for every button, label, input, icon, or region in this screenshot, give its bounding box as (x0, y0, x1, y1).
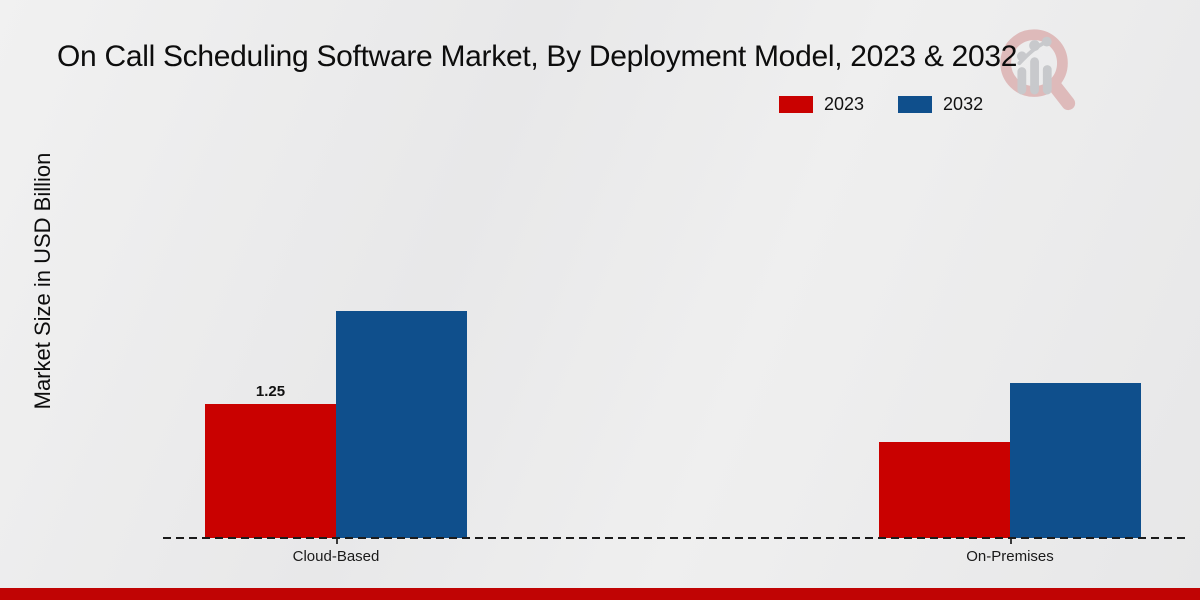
bar-2023-cloud-based (205, 404, 336, 538)
legend-swatch-2032 (898, 96, 933, 113)
chart-title: On Call Scheduling Software Market, By D… (57, 40, 1018, 73)
legend-label-2032: 2032 (943, 94, 984, 114)
legend: 2023 2032 (779, 94, 983, 115)
legend-item-2023: 2023 (779, 94, 864, 115)
y-axis-label: Market Size in USD Billion (30, 152, 55, 410)
bar-value-label: 1.25 (255, 383, 286, 400)
category-label-on-premises: On-Premises (966, 548, 1054, 565)
legend-label-2023: 2023 (824, 94, 865, 114)
x-axis-tick-cloud-based (336, 539, 338, 544)
category-label-cloud-based: Cloud-Based (292, 548, 380, 565)
company-logo-watermark (1000, 29, 1076, 111)
legend-swatch-2023 (779, 96, 813, 113)
legend-item-2032: 2032 (898, 94, 983, 115)
x-axis-dashed-line (163, 537, 1185, 539)
footer-accent-bar (0, 588, 1200, 600)
x-axis-tick-on-premises (1010, 539, 1012, 544)
bar-2032-on-premises (1010, 383, 1141, 538)
bar-2023-on-premises (879, 442, 1010, 538)
bar-2032-cloud-based (336, 311, 467, 538)
